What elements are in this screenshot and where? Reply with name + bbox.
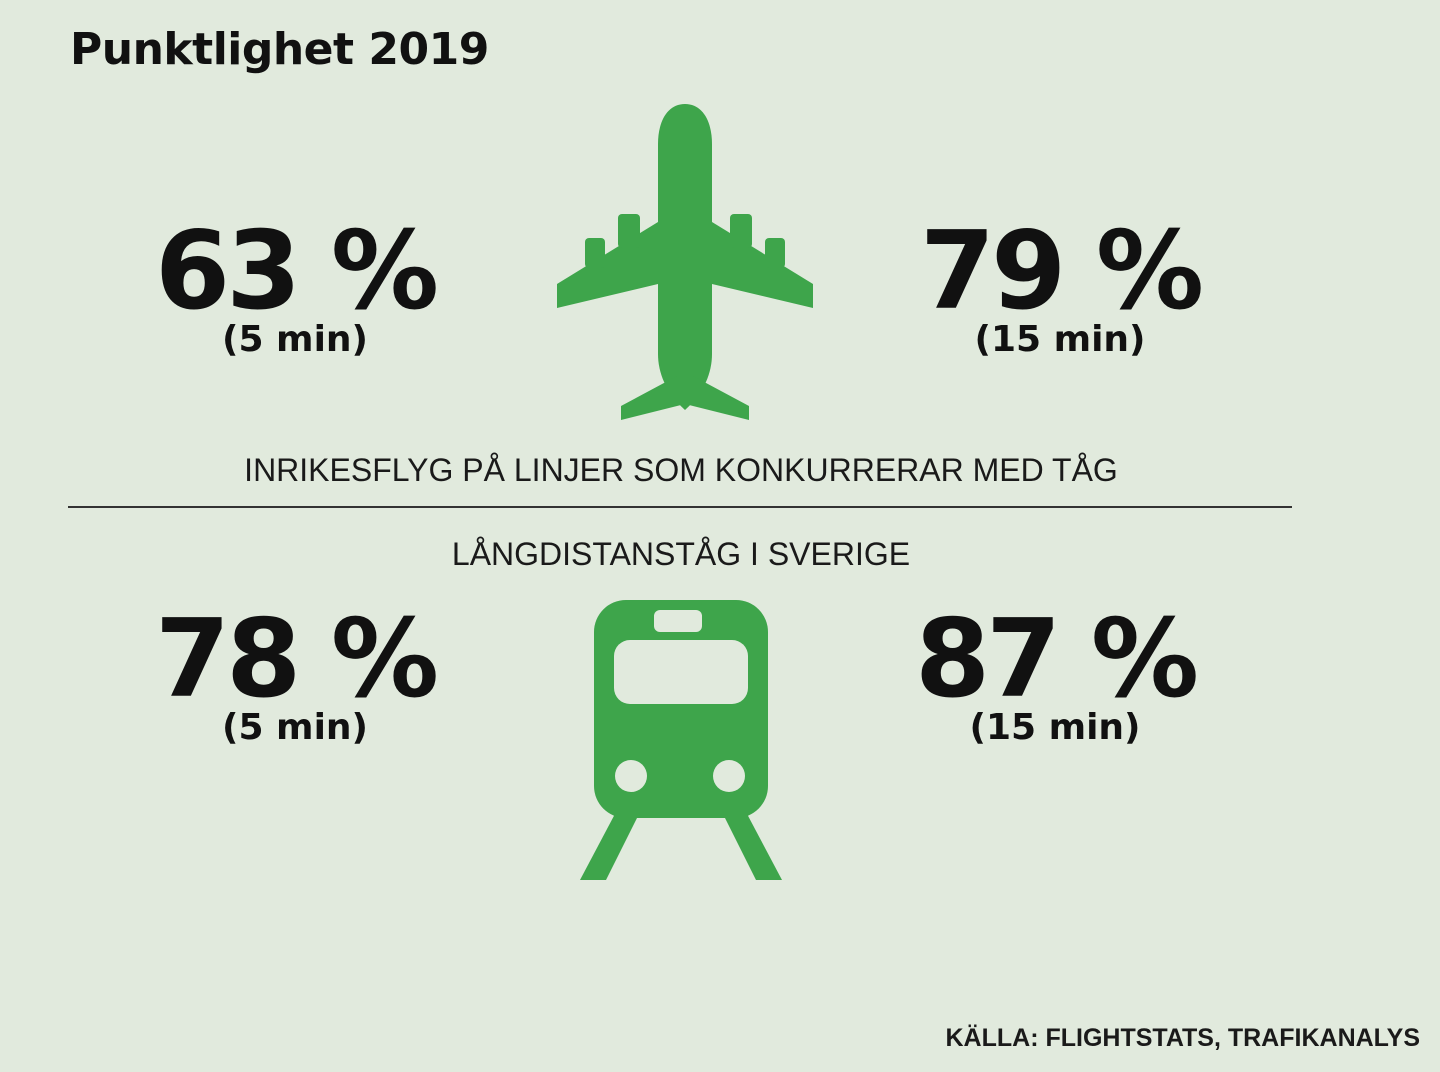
page-title: Punktlighet 2019 <box>70 24 489 75</box>
section-divider <box>68 506 1292 508</box>
flight-threshold-5min: (5 min) <box>222 319 368 360</box>
train-threshold-15min: (15 min) <box>969 707 1141 748</box>
flights-caption: INRIKESFLYG PÅ LINJER SOM KONKURRERAR ME… <box>244 452 1118 488</box>
train-percent-15min: 87 % <box>914 597 1199 722</box>
train-icon <box>578 600 784 882</box>
flight-punctuality-5min: 63 % (5 min) <box>115 209 475 360</box>
flight-threshold-15min: (15 min) <box>974 319 1146 360</box>
source-credit: KÄLLA: FLIGHTSTATS, TRAFIKANALYS <box>945 1024 1421 1052</box>
train-threshold-5min: (5 min) <box>222 707 368 748</box>
flight-percent-15min: 79 % <box>919 209 1204 334</box>
train-punctuality-15min: 87 % (15 min) <box>875 597 1235 748</box>
airplane-icon <box>555 104 815 422</box>
train-percent-5min: 78 % <box>154 597 439 722</box>
train-punctuality-5min: 78 % (5 min) <box>115 597 475 748</box>
flight-percent-5min: 63 % <box>154 209 439 334</box>
flight-punctuality-15min: 79 % (15 min) <box>880 209 1240 360</box>
trains-caption: LÅNGDISTANSTÅG I SVERIGE <box>451 536 911 572</box>
